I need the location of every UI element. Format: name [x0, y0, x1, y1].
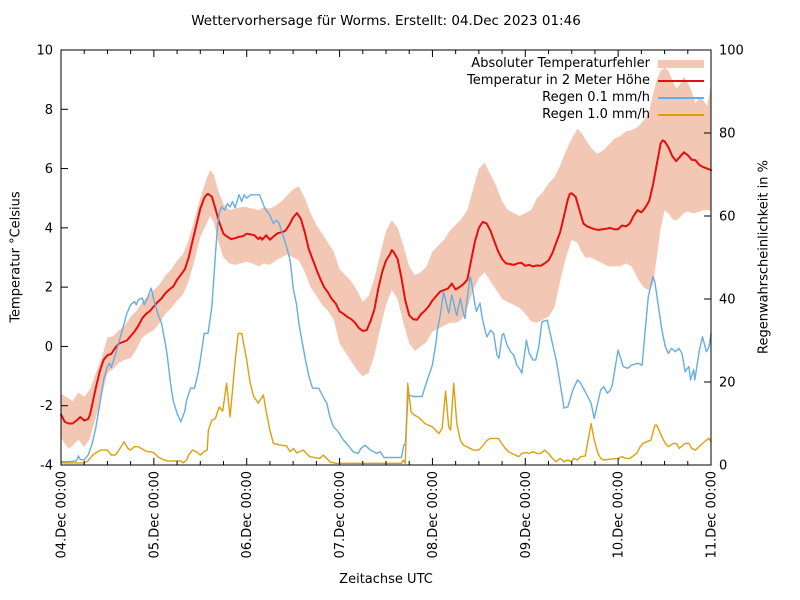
series-rain10-line [60, 332, 712, 464]
y-left-tick-label: 2 [45, 281, 53, 296]
y-axis-right-title: Regenwahrscheinlichkeit in % [756, 160, 772, 354]
x-tick-label: 10.Dec 00:00 [612, 471, 627, 558]
x-tick-label: 06.Dec 00:00 [240, 471, 255, 558]
y-left-tick-label: -2 [40, 399, 53, 414]
y-axis-left-title: Temperatur °Celsius [8, 191, 24, 323]
legend-label: Temperatur in 2 Meter Höhe [467, 73, 650, 88]
temperature-line-swatch [658, 79, 704, 82]
y-left-tick-label: 6 [45, 162, 53, 177]
y-left-tick-label: 4 [45, 221, 53, 236]
x-tick-label: 08.Dec 00:00 [426, 471, 441, 558]
legend-item-rain01: Regen 0.1 mm/h [0, 89, 704, 106]
y-right-tick-label: 100 [719, 44, 744, 59]
legend-item-rain10: Regen 1.0 mm/h [0, 106, 704, 123]
x-tick-label: 11.Dec 00:00 [705, 471, 720, 558]
legend-label: Absoluter Temperaturfehler [471, 56, 650, 71]
rain01-line-swatch [658, 96, 704, 99]
y-left-tick-label: 10 [36, 44, 53, 59]
band-swatch [658, 59, 704, 68]
x-tick-label: 04.Dec 00:00 [55, 471, 70, 558]
x-tick-label: 07.Dec 00:00 [333, 471, 348, 558]
chart-title: Wettervorhersage für Worms. Erstellt: 04… [191, 13, 581, 29]
y-left-tick-label: 0 [45, 340, 53, 355]
x-tick-label: 09.Dec 00:00 [519, 471, 534, 558]
legend-label: Regen 1.0 mm/h [542, 107, 650, 122]
y-right-tick-label: 20 [719, 376, 736, 391]
y-right-tick-label: 40 [719, 293, 736, 308]
legend-item-temperature: Temperatur in 2 Meter Höhe [0, 72, 704, 89]
series-rain01-line [60, 194, 712, 463]
rain10-line-swatch [658, 113, 704, 116]
legend-item-error-band: Absoluter Temperaturfehler [0, 55, 704, 72]
x-tick-label: 05.Dec 00:00 [147, 471, 162, 558]
x-axis-title: Zeitachse UTC [339, 572, 433, 587]
y-left-tick-label: -4 [40, 459, 53, 474]
legend-label: Regen 0.1 mm/h [542, 90, 650, 105]
series-temperature-error-band [61, 67, 711, 449]
y-right-tick-label: 80 [719, 127, 736, 142]
y-left-tick-label: 8 [45, 103, 53, 118]
legend: Absoluter Temperaturfehler Temperatur in… [0, 55, 704, 123]
y-right-tick-label: 0 [719, 459, 727, 474]
y-right-tick-label: 60 [719, 210, 736, 225]
series-temp-line [60, 139, 712, 425]
